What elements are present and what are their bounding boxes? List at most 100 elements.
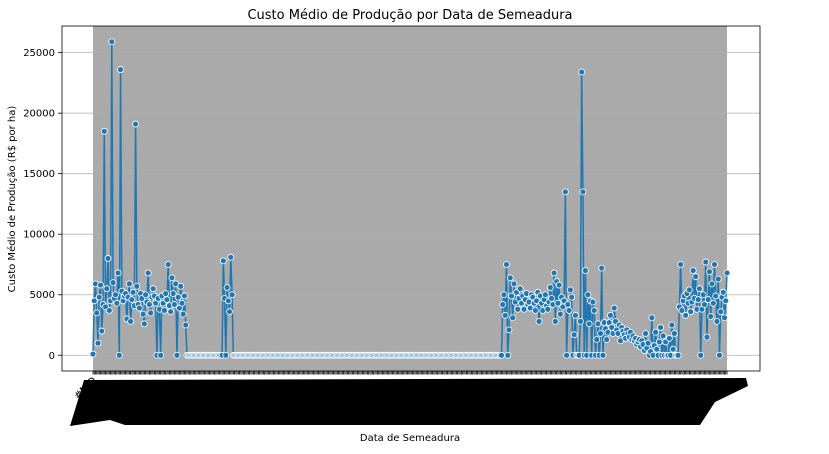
data-point (677, 261, 685, 268)
data-point (516, 285, 524, 293)
data-point (607, 311, 614, 319)
data-point (117, 66, 124, 73)
data-point (723, 269, 731, 277)
data-point (163, 296, 171, 303)
data-point (89, 350, 97, 358)
data-point (665, 334, 673, 342)
data-point (520, 305, 528, 313)
data-point (505, 326, 513, 334)
x-axis-label: Data de Semeadura (360, 433, 460, 444)
data-point (227, 253, 235, 261)
data-point (687, 308, 695, 316)
data-point (702, 258, 710, 266)
data-point (173, 351, 181, 359)
x-tick-label-band (70, 378, 748, 426)
data-point (597, 330, 604, 337)
data-point (571, 311, 579, 319)
data-point (546, 284, 554, 291)
data-point (551, 317, 559, 325)
data-point (648, 314, 656, 322)
data-point (721, 314, 728, 322)
data-point (692, 273, 700, 280)
data-point (674, 351, 682, 359)
data-point (669, 345, 677, 353)
data-point (161, 307, 168, 314)
data-point (554, 299, 562, 307)
y-tick-label: 10000 (23, 230, 55, 241)
data-point (177, 282, 185, 290)
data-point (228, 291, 236, 299)
data-point (144, 269, 152, 277)
data-point (555, 281, 563, 289)
data-point (707, 313, 715, 320)
data-point (714, 275, 722, 283)
data-point (653, 345, 661, 353)
data-point (689, 267, 697, 274)
data-point (93, 309, 101, 317)
data-point (127, 317, 134, 325)
data-point (104, 255, 112, 262)
data-point (132, 120, 140, 128)
data-point (668, 321, 676, 329)
data-point (514, 305, 522, 313)
data-point (686, 286, 693, 294)
data-point (670, 330, 678, 337)
data-point (100, 127, 108, 135)
data-point (157, 351, 165, 359)
data-point (499, 301, 507, 308)
data-point (585, 320, 593, 328)
data-point (90, 297, 98, 305)
y-tick-label: 25000 (23, 48, 55, 59)
data-point (149, 285, 157, 293)
data-point (181, 292, 188, 300)
data-point (169, 290, 177, 297)
y-axis: 0 5000 10000 15000 20000 25000 (23, 48, 62, 362)
data-point (535, 317, 543, 325)
y-tick-label: 5000 (30, 290, 55, 301)
data-point (696, 285, 703, 293)
data-point (561, 188, 569, 196)
data-point (603, 336, 611, 343)
data-point (222, 351, 230, 359)
x-axis: #N/D (70, 371, 748, 426)
data-point (579, 188, 587, 196)
data-point (112, 291, 119, 299)
data-point (541, 291, 549, 299)
data-point (162, 290, 170, 297)
data-point (108, 38, 116, 46)
data-point (701, 301, 708, 308)
data-point (565, 307, 573, 314)
data-point (95, 293, 103, 301)
data-point (578, 68, 586, 76)
data-point (716, 351, 723, 359)
data-point (706, 268, 713, 276)
data-point (711, 261, 718, 268)
data-point (652, 328, 659, 336)
data-point (501, 311, 509, 319)
data-point (168, 274, 176, 282)
data-point (114, 269, 122, 277)
data-point (103, 285, 111, 293)
data-point (142, 291, 150, 299)
data-point (171, 301, 178, 308)
data-point (657, 324, 664, 331)
data-point (584, 291, 592, 299)
data-point (548, 294, 555, 302)
data-point (500, 291, 508, 299)
data-point (115, 351, 123, 359)
data-point (659, 332, 667, 340)
data-point (703, 333, 711, 341)
data-point (566, 286, 574, 294)
y-tick-label: 0 (49, 351, 55, 362)
data-point (563, 351, 571, 359)
data-point (178, 299, 186, 307)
data-point (564, 301, 572, 308)
data-point (556, 310, 564, 318)
data-point (179, 310, 187, 318)
data-point (594, 320, 602, 328)
data-point (599, 351, 607, 359)
data-point (678, 307, 686, 314)
data-point (97, 281, 104, 289)
data-point (140, 320, 148, 328)
data-point (568, 293, 576, 301)
